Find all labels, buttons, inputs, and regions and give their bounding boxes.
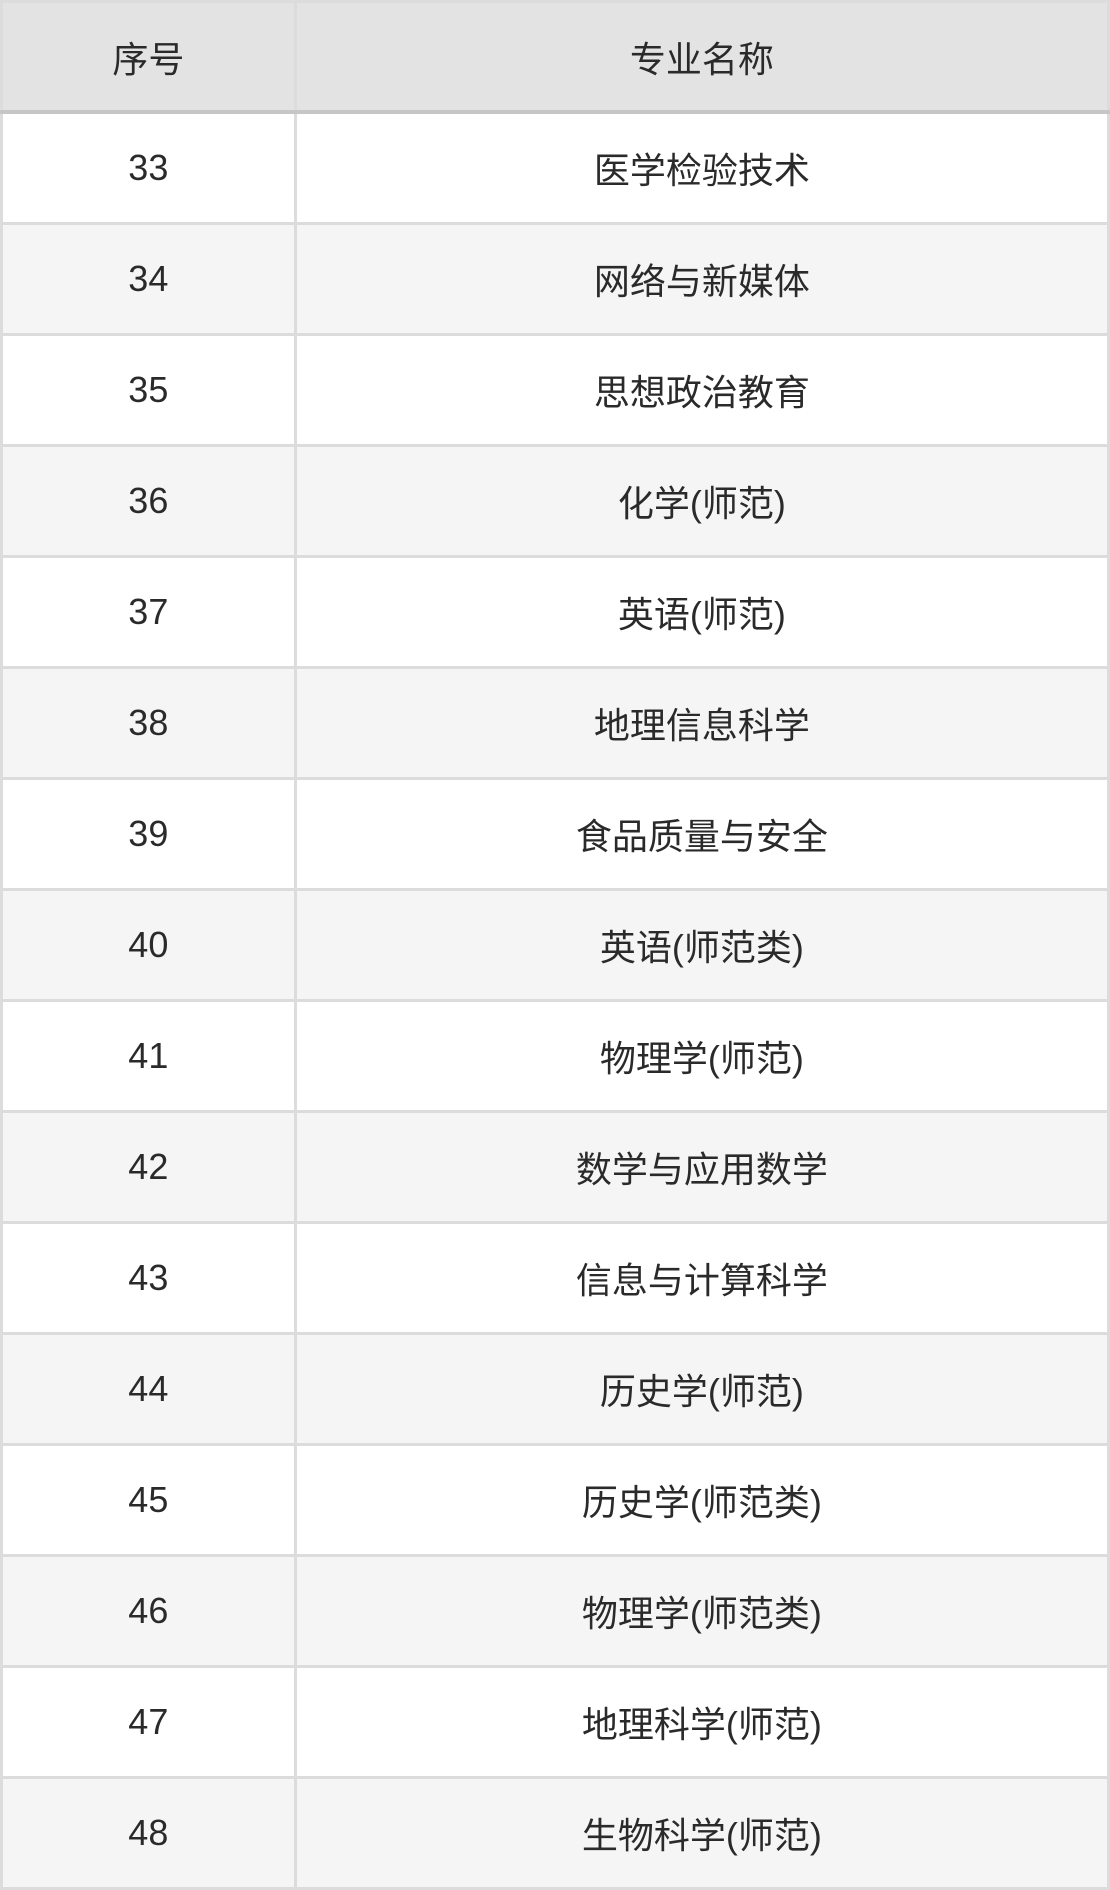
row-index-cell: 34 [0, 221, 297, 336]
table-row: 46 物理学(师范类) [0, 1553, 1110, 1668]
table-row: 45 历史学(师范类) [0, 1442, 1110, 1557]
row-index-cell: 39 [0, 776, 297, 891]
row-major-name-cell: 物理学(师范) [293, 998, 1110, 1113]
row-major-name-cell: 生物科学(师范) [293, 1775, 1110, 1890]
table-row: 39 食品质量与安全 [0, 776, 1110, 891]
row-index-cell: 41 [0, 998, 297, 1113]
row-index-cell: 33 [0, 110, 297, 225]
row-major-name-cell: 物理学(师范类) [293, 1553, 1110, 1668]
table-row: 34 网络与新媒体 [0, 221, 1110, 336]
table-row: 43 信息与计算科学 [0, 1220, 1110, 1335]
row-index-cell: 36 [0, 443, 297, 558]
row-major-name-cell: 思想政治教育 [293, 332, 1110, 447]
row-major-name-cell: 化学(师范) [293, 443, 1110, 558]
row-index-cell: 47 [0, 1664, 297, 1779]
row-major-name-cell: 信息与计算科学 [293, 1220, 1110, 1335]
table-row: 36 化学(师范) [0, 443, 1110, 558]
table-row: 41 物理学(师范) [0, 998, 1110, 1113]
row-index-cell: 44 [0, 1331, 297, 1446]
table-row: 48 生物科学(师范) [0, 1775, 1110, 1890]
table-row: 42 数学与应用数学 [0, 1109, 1110, 1224]
row-index-cell: 46 [0, 1553, 297, 1668]
row-index-cell: 43 [0, 1220, 297, 1335]
row-major-name-cell: 地理科学(师范) [293, 1664, 1110, 1779]
row-major-name-cell: 英语(师范类) [293, 887, 1110, 1002]
row-index-cell: 42 [0, 1109, 297, 1224]
majors-table-header: 序号 专业名称 [0, 0, 1110, 114]
table-row: 38 地理信息科学 [0, 665, 1110, 780]
row-index-cell: 48 [0, 1775, 297, 1890]
row-major-name-cell: 英语(师范) [293, 554, 1110, 669]
row-major-name-cell: 医学检验技术 [293, 110, 1110, 225]
row-index-cell: 35 [0, 332, 297, 447]
row-index-cell: 37 [0, 554, 297, 669]
table-body: 33 医学检验技术 34 网络与新媒体 35 思想政治教育 36 化学(师范) 37 英语(师范)… [0, 110, 1110, 1890]
header-cell-index: 序号 [0, 0, 297, 114]
table-row: 37 英语(师范) [0, 554, 1110, 669]
row-major-name-cell: 数学与应用数学 [293, 1109, 1110, 1224]
row-major-name-cell: 食品质量与安全 [293, 776, 1110, 891]
table-row: 40 英语(师范类) [0, 887, 1110, 1002]
table-row: 44 历史学(师范) [0, 1331, 1110, 1446]
row-index-cell: 45 [0, 1442, 297, 1557]
table-row: 47 地理科学(师范) [0, 1664, 1110, 1779]
row-major-name-cell: 地理信息科学 [293, 665, 1110, 780]
row-index-cell: 40 [0, 887, 297, 1002]
header-cell-major-name: 专业名称 [293, 0, 1110, 114]
row-major-name-cell: 历史学(师范) [293, 1331, 1110, 1446]
row-index-cell: 38 [0, 665, 297, 780]
row-major-name-cell: 历史学(师范类) [293, 1442, 1110, 1557]
table-row: 35 思想政治教育 [0, 332, 1110, 447]
table-row: 33 医学检验技术 [0, 110, 1110, 225]
row-major-name-cell: 网络与新媒体 [293, 221, 1110, 336]
header-row: 序号 专业名称 [0, 0, 1110, 114]
